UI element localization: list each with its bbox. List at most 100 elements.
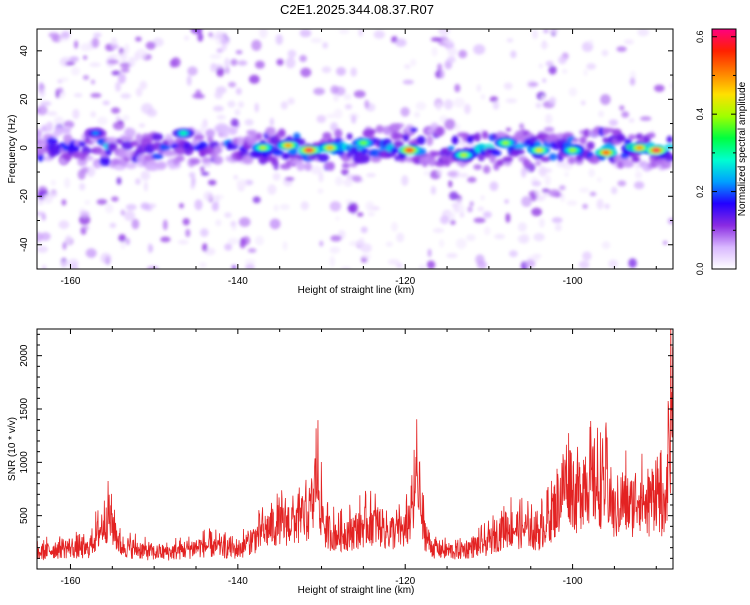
heatmap-noise-cell [520, 166, 527, 178]
heatmap-band-cell [390, 147, 399, 154]
heatmap-noise-cell [269, 117, 274, 127]
snr-y-axis-label: SNR (10 * v/v) [7, 417, 18, 481]
heatmap-noise-cell [467, 176, 477, 183]
heatmap-noise-cell [200, 122, 206, 134]
heatmap-noise-cell [239, 237, 246, 249]
heatmap-noise-cell [125, 204, 137, 211]
heatmap-noise-cell [336, 67, 346, 76]
heatmap-band-cell [543, 126, 555, 133]
heatmap-noise-cell [65, 234, 72, 245]
heatmap-noise-cell [282, 241, 288, 251]
heatmap-noise-cell [437, 63, 442, 72]
heatmap-noise-cell [316, 115, 326, 123]
heatmap-band-cell [393, 140, 404, 148]
heatmap-noise-cell [120, 93, 132, 99]
heatmap-noise-cell [601, 241, 611, 250]
colorbar-tick-label: 0.2 [695, 185, 705, 198]
heatmap-noise-cell [185, 228, 191, 238]
heatmap-noise-cell [548, 96, 557, 105]
heatmap-noise-cell [128, 56, 136, 67]
heatmap-band-cell [162, 149, 175, 157]
heatmap-hotspot [536, 148, 543, 152]
heatmap-noise-cell [541, 95, 546, 101]
heatmap-noise-cell [532, 29, 538, 40]
heatmap-noise-cell [179, 203, 184, 209]
heatmap-noise-cell [70, 262, 79, 269]
heatmap-noise-cell [396, 263, 403, 268]
heatmap-noise-cell [74, 40, 79, 49]
heatmap-hotspot [259, 146, 266, 150]
heatmap-noise-cell [247, 248, 257, 253]
x-tick-label: -120 [395, 276, 415, 287]
heatmap-noise-cell [535, 189, 540, 197]
heatmap-noise-cell [669, 83, 673, 89]
heatmap-hotspot [326, 146, 333, 150]
heatmap-band-cell [519, 135, 526, 144]
heatmap-band-cell [96, 137, 106, 145]
heatmap-noise-cell [231, 265, 237, 269]
heatmap-band-cell [572, 137, 579, 143]
heatmap-noise-cell [300, 201, 309, 211]
heatmap-noise-cell [60, 31, 70, 39]
heatmap-noise-cell [188, 172, 196, 178]
snr-x-axis-label: Height of straight line (km) [298, 585, 415, 596]
heatmap-noise-cell [582, 251, 592, 261]
heatmap-noise-cell [71, 66, 80, 76]
heatmap-band-cell [586, 141, 595, 150]
heatmap-noise-cell [40, 232, 51, 241]
heatmap-band-cell [409, 127, 418, 133]
heatmap-noise-cell [436, 101, 442, 111]
heatmap-band-cell [452, 135, 458, 145]
heatmap-band-cell [106, 137, 119, 145]
heatmap-band-cell [135, 133, 142, 144]
heatmap-noise-cell [356, 212, 364, 217]
heatmap-noise-cell [125, 237, 130, 245]
heatmap-noise-cell [350, 67, 358, 77]
heatmap-noise-cell [517, 234, 529, 244]
heatmap-noise-cell [456, 198, 462, 207]
heatmap-noise-cell [317, 188, 324, 194]
heatmap-band-cell [368, 128, 376, 135]
heatmap-noise-cell [423, 170, 430, 176]
heatmap-noise-cell [366, 173, 376, 178]
heatmap-noise-cell [458, 49, 468, 59]
heatmap-band-cell [513, 142, 525, 150]
heatmap-noise-cell [662, 240, 668, 245]
heatmap-noise-cell [395, 38, 407, 47]
heatmap-noise-cell [135, 36, 142, 42]
heatmap-noise-cell [81, 166, 89, 174]
heatmap-band-cell [522, 158, 531, 168]
heatmap-noise-cell [146, 266, 159, 269]
heatmap-noise-cell [619, 105, 625, 111]
heatmap-noise-cell [287, 49, 297, 58]
heatmap-band-cell [646, 132, 656, 138]
heatmap-noise-cell [427, 248, 432, 258]
heatmap-band-cell [491, 150, 502, 157]
heatmap-noise-cell [333, 93, 339, 102]
x-tick-label: -100 [563, 276, 583, 287]
snr-plot-area [37, 329, 673, 569]
heatmap-band-cell [221, 130, 229, 138]
heatmap-band-cell [242, 154, 254, 165]
heatmap-noise-cell [365, 201, 375, 211]
heatmap-noise-cell [419, 264, 426, 269]
y-tick-label: 20 [19, 93, 30, 105]
heatmap-noise-cell [254, 102, 259, 113]
heatmap-band-cell [270, 156, 278, 166]
heatmap-noise-cell [244, 119, 254, 126]
heatmap-noise-cell [364, 99, 370, 109]
spectrogram-y-ticks: -40 -20 0 20 40 [19, 45, 673, 270]
heatmap-band-cell [213, 145, 222, 155]
heatmap-noise-cell [340, 266, 351, 269]
heatmap-noise-cell [191, 176, 196, 186]
heatmap-noise-cell [629, 77, 636, 86]
heatmap-noise-cell [586, 63, 597, 70]
y-tick-label: 2000 [19, 344, 30, 367]
heatmap-noise-cell [299, 29, 312, 38]
heatmap-noise-cell [446, 253, 458, 259]
heatmap-noise-cell [367, 212, 375, 217]
heatmap-noise-cell [596, 198, 604, 210]
heatmap-noise-cell [90, 93, 102, 98]
heatmap-noise-cell [543, 29, 549, 34]
heatmap-noise-cell [459, 173, 469, 178]
